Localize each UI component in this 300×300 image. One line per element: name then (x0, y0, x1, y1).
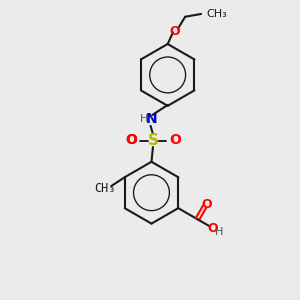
Text: H: H (140, 114, 148, 124)
Text: O: O (125, 133, 137, 147)
Text: O: O (169, 133, 181, 147)
Text: O: O (202, 198, 212, 211)
Text: S: S (147, 133, 158, 148)
Text: O: O (208, 222, 218, 236)
Text: CH₃: CH₃ (206, 9, 227, 19)
Text: N: N (146, 112, 157, 126)
Text: O: O (125, 133, 137, 147)
Text: O: O (170, 25, 180, 38)
Text: CH₃: CH₃ (94, 182, 116, 195)
Text: H: H (215, 226, 224, 237)
